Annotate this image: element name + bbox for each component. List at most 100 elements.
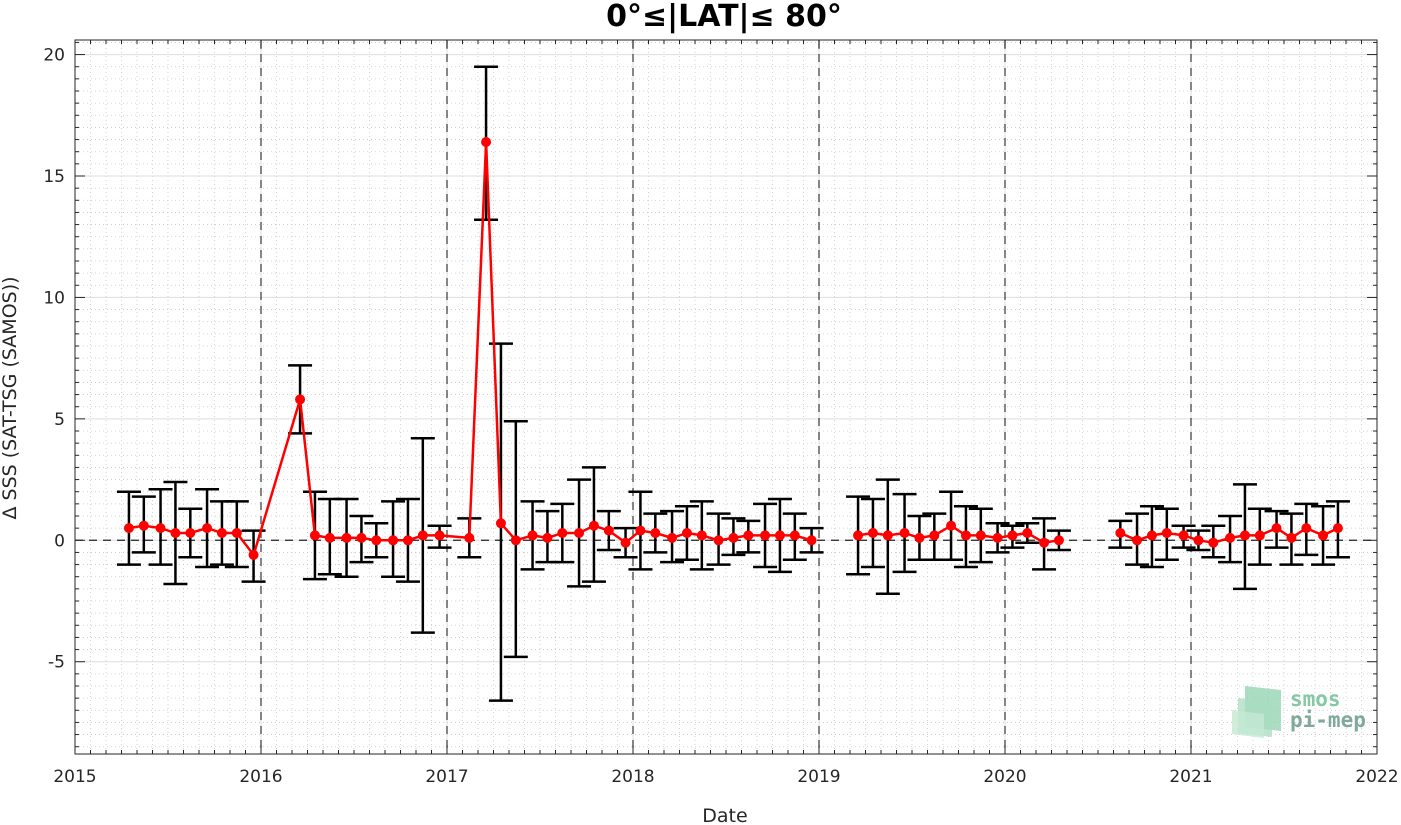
x-axis-label: Date [702,805,747,825]
data-point [138,520,149,531]
y-tick-label: 10 [43,288,65,308]
data-point [946,520,957,531]
data-point [170,528,181,538]
data-point [960,530,971,541]
data-point [992,532,1003,543]
data-point [1208,537,1219,548]
data-point [356,532,367,543]
data-point [527,530,538,541]
logo-mark [1232,686,1281,738]
plot-frame [74,39,1378,755]
data-point [774,530,785,541]
y-tick-label: 5 [54,410,65,430]
data-point [1271,523,1282,534]
data-point [557,528,568,538]
data-point [975,530,986,541]
data-point [1053,535,1064,546]
data-point [1286,532,1297,543]
data-point [309,530,320,541]
data-point [155,523,166,534]
data-point [1318,530,1329,541]
data-point [713,535,724,546]
data-point [1178,530,1189,541]
data-point [495,518,506,529]
data-point [1225,532,1236,543]
data-point [650,528,661,538]
data-point [743,530,754,541]
y-tick-label: -5 [48,653,65,673]
x-tick-label: 2015 [53,767,96,787]
data-point [434,530,445,541]
data-point [899,528,910,538]
data-point [867,528,878,538]
x-tick-label: 2016 [239,767,282,787]
y-tick-label: 15 [43,167,65,187]
x-tick-label: 2022 [1355,767,1398,787]
data-point [728,532,739,543]
data-point [1239,530,1250,541]
data-point [216,528,227,538]
data-point [667,532,678,543]
smos-pi-mep-logo: smos pi-mep [1232,686,1366,738]
data-point [929,530,940,541]
data-point [248,549,259,560]
x-tick-label: 2021 [1169,767,1212,787]
data-point [402,535,413,546]
data-point [1022,528,1033,538]
data-point [510,535,521,546]
data-point [371,535,382,546]
data-point [914,532,925,543]
data-point [1254,530,1265,541]
logo-text-smos: smos [1290,687,1341,711]
data-point [324,532,335,543]
tick-labels: 2015 2016 2017 2018 2019 2020 2021 2022 -5 0 5 10 15… [43,46,1398,787]
y-axis-label: Δ SSS (SAT-TSG (SAMOS)) [0,276,21,519]
data-point [185,528,196,538]
data-point [123,523,134,534]
data-point [388,535,399,546]
y-tick-label: 20 [43,46,65,66]
year-divider-lines [260,40,1192,754]
data-point [1193,535,1204,546]
data-point [1301,523,1312,534]
data-point [542,532,553,543]
logo-text-pi-mep: pi-mep [1290,708,1366,732]
data-point [681,528,692,538]
data-point [231,528,242,538]
data-point [295,394,306,405]
data-point [1332,523,1343,534]
data-point [1115,528,1126,538]
error-bars [116,65,1350,702]
x-tick-label: 2018 [611,767,654,787]
data-point [588,520,599,531]
x-tick-label: 2019 [797,767,840,787]
data-point [1007,530,1018,541]
data-point [341,532,352,543]
data-point [635,525,646,536]
data-point [853,530,864,541]
data-point [603,525,614,536]
data-point [760,530,771,541]
data-point [1161,528,1172,538]
data-point [202,523,213,534]
minor-grid [75,40,1377,754]
data-point [417,530,428,541]
data-point [806,535,817,546]
data-point [1146,530,1157,541]
chart-title: 0°≤|LAT|≤ 80° [606,0,842,34]
x-tick-label: 2020 [983,767,1026,787]
data-point [1039,537,1050,548]
data-point [574,528,585,538]
data-point [1132,535,1143,546]
data-point [481,137,492,147]
data-point [789,530,800,541]
y-tick-label: 0 [54,531,65,551]
x-tick-label: 2017 [425,767,468,787]
data-point [882,530,893,541]
data-markers [123,137,1343,560]
data-point [696,530,707,541]
data-point [620,537,631,548]
data-point [464,532,475,543]
